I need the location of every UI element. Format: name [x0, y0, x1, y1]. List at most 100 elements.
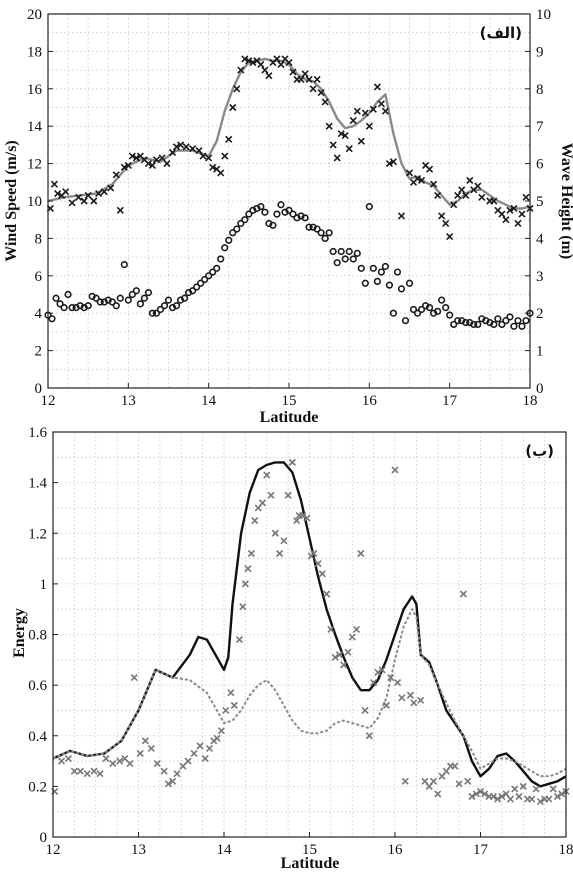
- x-marker-point: [109, 760, 117, 768]
- x-marker-point: [365, 732, 373, 740]
- x-marker-point: [130, 673, 138, 682]
- x-marker-point: [229, 103, 237, 112]
- x-marker-point: [83, 770, 91, 778]
- x-marker-point: [112, 171, 120, 179]
- tick-labels: 12 13 14 15 16 17 18 0 0.2 0.4 0.6 0.8 1 1.2 1.4 1.6: [28, 425, 573, 858]
- circle-marker-point: [148, 309, 157, 317]
- x-marker-point: [410, 699, 418, 707]
- x-marker-point: [335, 651, 343, 659]
- x-marker-point: [217, 727, 226, 735]
- circle-marker-point: [401, 317, 410, 325]
- circle-marker-point: [205, 272, 213, 280]
- x-marker-point: [405, 169, 414, 177]
- x-marker-point: [209, 163, 217, 171]
- x-marker-point: [152, 156, 161, 164]
- x-marker-point: [277, 60, 285, 69]
- circle-marker-point: [474, 320, 482, 329]
- circle-marker-point: [413, 309, 422, 317]
- x-marker-point: [222, 706, 230, 715]
- x-marker-point: [458, 186, 466, 194]
- x-marker-point: [310, 549, 318, 558]
- x-marker-point: [50, 180, 58, 188]
- x-marker-point: [213, 734, 221, 742]
- y-tick-label: 0: [40, 830, 48, 846]
- x-marker-point: [468, 792, 476, 801]
- x-marker-point: [235, 635, 243, 644]
- x-tick-label: 12: [46, 842, 61, 858]
- circle-marker-point: [229, 229, 237, 237]
- x-marker-point: [285, 59, 293, 67]
- x-marker-point: [489, 792, 497, 801]
- x-tick-label: 14: [217, 842, 233, 858]
- circle-marker-point: [213, 264, 221, 272]
- y2-axis-label: Wave Height (m): [558, 143, 573, 259]
- y2-tick-label: 10: [536, 7, 551, 23]
- x-marker-point: [201, 754, 209, 763]
- series-line: [47, 57, 531, 210]
- x-marker-point: [276, 549, 284, 558]
- x-marker-point: [284, 491, 292, 499]
- x-marker-point: [514, 219, 522, 228]
- x-marker-point: [136, 749, 144, 758]
- x-marker-point: [323, 590, 331, 598]
- x-marker-point: [313, 75, 321, 84]
- x-marker-point: [184, 757, 192, 765]
- x-marker-point: [271, 529, 279, 537]
- y-tick-label: 8: [35, 231, 43, 247]
- circle-marker-point: [498, 320, 506, 329]
- x-marker-point: [429, 777, 438, 785]
- circle-marker-point: [389, 309, 398, 317]
- x-marker-point: [230, 701, 238, 709]
- x-marker-point: [199, 152, 207, 160]
- x-marker-point: [369, 105, 377, 113]
- y2-tick-label: 4: [536, 231, 544, 247]
- circle-marker-point: [341, 255, 349, 263]
- circle-marker-point: [269, 221, 277, 229]
- y2-tick-label: 1: [536, 344, 544, 360]
- wind-wave-panel: 12 13 14 15 16 17 1802468101214161820012345678…: [3, 7, 573, 426]
- x-axis-label: Latitude: [260, 409, 319, 426]
- x-marker-point: [233, 85, 241, 93]
- x-tick-label: 12: [41, 393, 56, 409]
- x-marker-point: [116, 757, 124, 765]
- circle-marker-point: [92, 294, 100, 302]
- circle-marker-point: [417, 305, 426, 314]
- x-marker-point: [536, 797, 544, 806]
- circle-marker-point: [317, 229, 325, 237]
- x-marker-point: [221, 152, 229, 160]
- x-marker-point: [153, 760, 161, 768]
- x-marker-point: [321, 98, 329, 106]
- x-marker-point: [361, 109, 369, 117]
- y-tick-label: 14: [27, 119, 43, 135]
- x-marker-point: [241, 55, 249, 63]
- x-marker-point: [121, 754, 129, 763]
- x-marker-point: [297, 75, 305, 84]
- x-marker-point: [258, 499, 267, 507]
- x-marker-point: [303, 514, 311, 522]
- circle-marker-point: [518, 322, 526, 330]
- dashed-series-line: [52, 608, 567, 778]
- x-marker-point: [349, 117, 357, 125]
- x-marker-point: [273, 55, 281, 63]
- x-marker-point: [189, 145, 197, 153]
- y-tick-label: 12: [27, 157, 42, 173]
- x-marker-point: [76, 767, 84, 775]
- x-marker-point: [464, 777, 472, 785]
- circle-marker-point: [365, 203, 373, 211]
- x-marker-point: [389, 158, 397, 166]
- y-tick-label: 0.6: [28, 678, 47, 694]
- y-tick-label: 0.2: [28, 779, 47, 795]
- x-marker-point: [481, 790, 489, 798]
- x-marker-point: [158, 154, 166, 162]
- circle-marker-point: [136, 300, 144, 308]
- y2-tick-label: 5: [536, 194, 544, 210]
- x-marker-point: [515, 792, 523, 801]
- y-tick-label: 10: [27, 194, 42, 210]
- circle-marker-point: [522, 317, 530, 325]
- x-marker-point: [68, 199, 76, 207]
- x-marker-point: [357, 549, 365, 558]
- x-marker-point: [434, 191, 442, 199]
- circle-marker-point: [450, 320, 458, 329]
- x-marker-point: [451, 762, 459, 770]
- x-marker-point: [430, 180, 438, 188]
